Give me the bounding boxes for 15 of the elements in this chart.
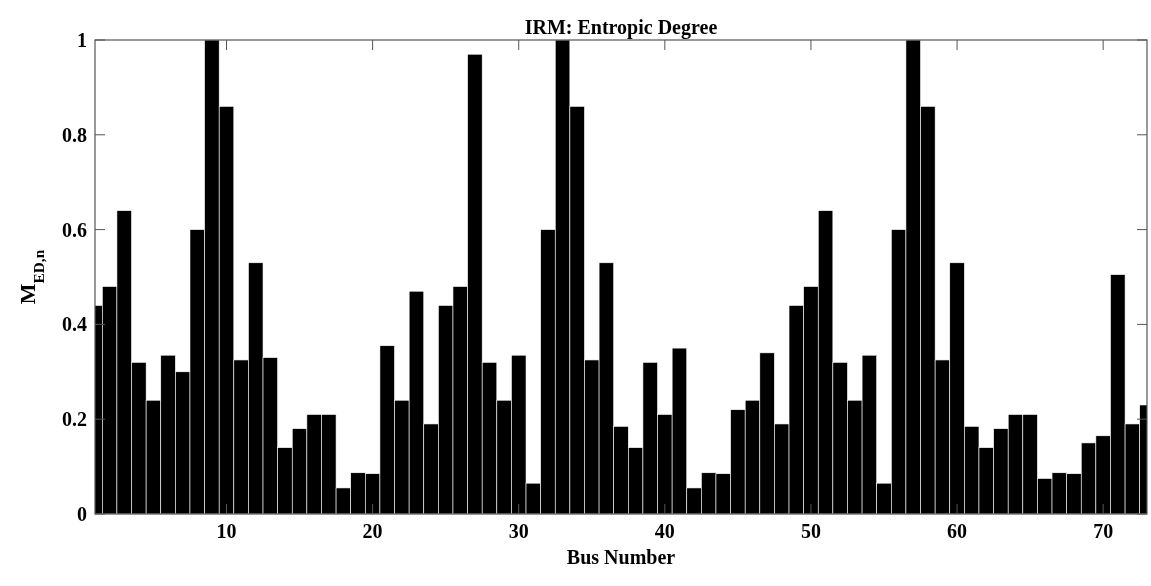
chart-title: IRM: Entropic Degree <box>524 16 718 39</box>
x-tick-label: 10 <box>216 520 237 542</box>
y-tick-label: 0.2 <box>62 408 87 431</box>
y-tick-label: 1 <box>77 29 87 51</box>
x-tick-label: 20 <box>362 520 383 542</box>
x-axis-title: Bus Number <box>566 546 676 568</box>
y-tick-label: 0.6 <box>62 218 87 241</box>
x-tick-label: 50 <box>800 520 821 542</box>
x-tick-label: 60 <box>947 520 968 542</box>
y-tick-label: 0.4 <box>62 313 87 336</box>
x-tick-label: 70 <box>1093 520 1114 542</box>
y-tick-label: 0.8 <box>62 123 87 146</box>
x-tick-label: 40 <box>654 520 675 542</box>
x-tick-label: 30 <box>508 520 529 542</box>
y-tick-label: 0 <box>77 503 87 525</box>
